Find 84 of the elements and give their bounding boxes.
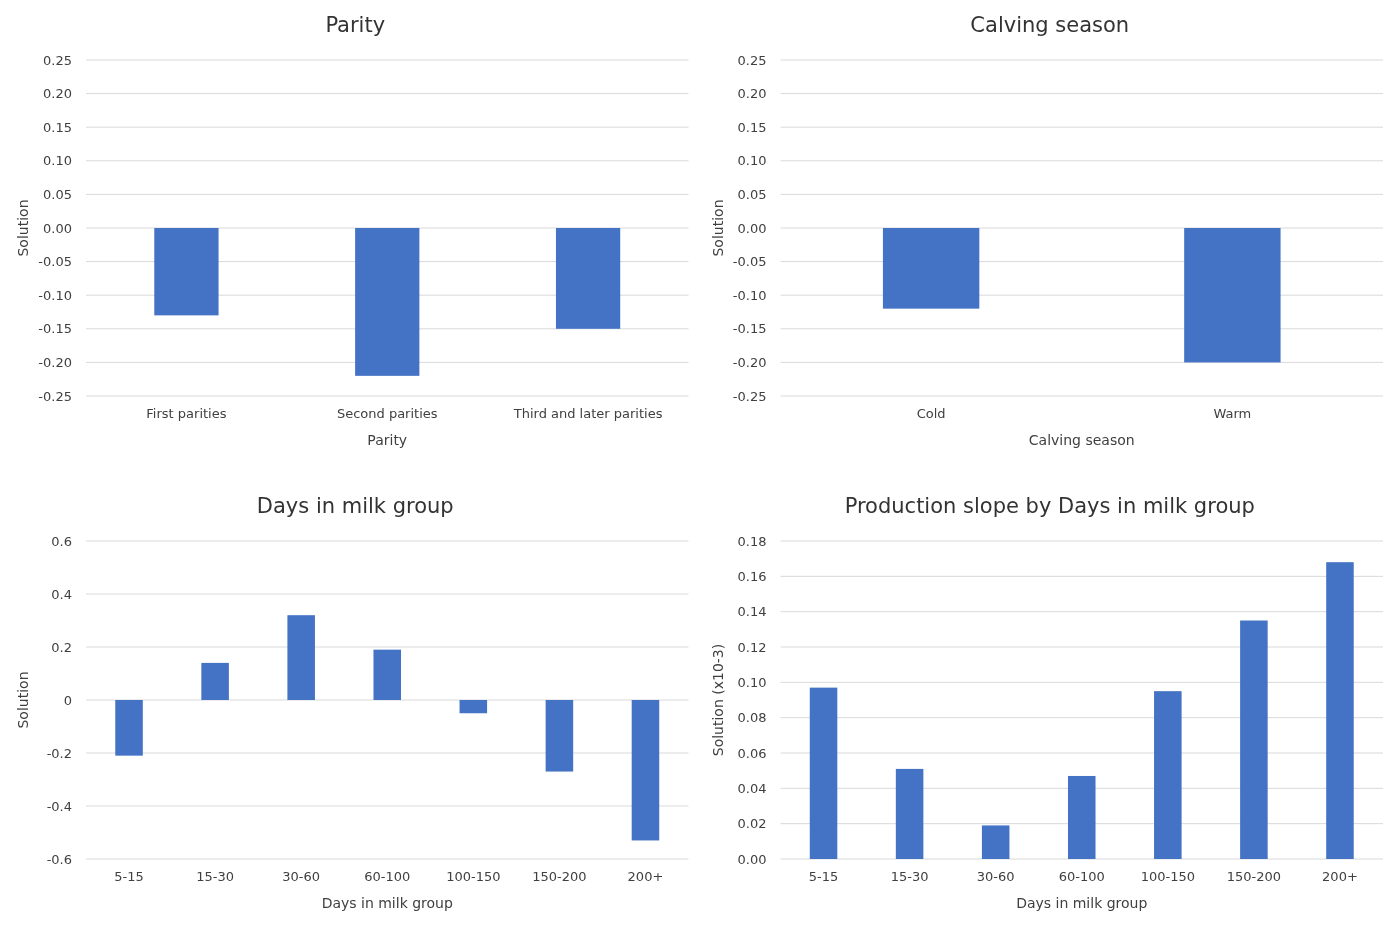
y-tick-label: 0.15: [43, 119, 72, 135]
y-tick-label: 0.6: [51, 533, 72, 549]
y-tick-label: -0.25: [38, 388, 72, 404]
x-tick-label: 60-100: [364, 869, 411, 884]
bar: [981, 825, 1010, 859]
y-tick-label: -0.05: [732, 254, 767, 270]
y-tick-label: 0.18: [737, 533, 767, 549]
y-tick-label: 0.25: [43, 52, 72, 68]
chart-title: Calving season: [970, 13, 1130, 37]
y-tick-label: 0: [63, 692, 72, 708]
x-tick-label: 15-30: [890, 869, 929, 884]
bar: [1067, 775, 1096, 859]
bar: [201, 662, 229, 700]
x-tick-label: 150-200: [532, 869, 587, 884]
x-tick-label: Cold: [916, 406, 946, 421]
y-tick-label: -0.20: [732, 354, 767, 370]
y-tick-label: 0.15: [737, 119, 767, 135]
chart-title: Production slope by Days in milk group: [844, 494, 1255, 518]
y-tick-label: 0.20: [737, 86, 767, 102]
y-tick-label: 0.10: [737, 153, 767, 169]
chart-title: Days in milk group: [256, 494, 454, 518]
chart-title: Parity: [325, 13, 386, 37]
y-tick-label: 0.00: [737, 851, 767, 867]
y-tick-label: 0.25: [737, 52, 767, 68]
bar: [545, 700, 574, 772]
y-tick-label: 0.12: [737, 639, 767, 655]
y-tick-label: -0.20: [38, 354, 72, 370]
y-tick-label: 0.08: [737, 710, 767, 726]
y-tick-label: 0.20: [43, 86, 72, 102]
bar: [287, 615, 315, 700]
y-axis-title: Solution: [709, 199, 726, 257]
y-tick-label: 0.10: [43, 153, 72, 169]
bar: [1240, 620, 1268, 859]
x-tick-label: 5-15: [808, 869, 839, 884]
y-tick-label: 0.02: [737, 816, 767, 832]
x-tick-label: 200+: [627, 869, 664, 884]
y-tick-label: -0.15: [732, 321, 767, 337]
y-tick-label: 0.14: [737, 604, 767, 620]
bar: [809, 687, 838, 859]
y-tick-label: 0.00: [43, 220, 72, 236]
y-axis-title: Solution (x10-3): [709, 643, 726, 757]
x-tick-label: Warm: [1213, 406, 1252, 421]
y-tick-label: -0.4: [46, 798, 72, 814]
y-tick-label: -0.25: [732, 388, 767, 404]
y-tick-label: -0.6: [46, 851, 72, 867]
y-tick-label: -0.10: [38, 287, 72, 303]
y-tick-label: 0.05: [43, 186, 72, 202]
x-tick-label: 15-30: [196, 869, 234, 884]
x-axis-title: Calving season: [1028, 432, 1135, 448]
y-tick-label: 0.4: [51, 586, 72, 602]
y-tick-label: 0.04: [737, 780, 767, 796]
y-tick-label: 0.06: [737, 745, 767, 761]
x-tick-label: 200+: [1322, 869, 1358, 884]
x-tick-label: Third and later parities: [512, 406, 663, 421]
x-tick-label: Second parities: [336, 406, 438, 421]
y-axis-title: Solution: [15, 199, 31, 257]
y-tick-label: 0.00: [737, 220, 767, 236]
x-axis-title: Days in milk group: [1016, 895, 1148, 911]
x-tick-label: 150-200: [1226, 869, 1282, 884]
x-tick-label: First parities: [146, 406, 227, 421]
x-tick-label: 100-150: [1140, 869, 1195, 884]
x-tick-label: 60-100: [1058, 869, 1105, 884]
y-axis-title: Solution: [15, 671, 31, 729]
x-tick-label: 30-60: [976, 869, 1015, 884]
x-axis-title: Days in milk group: [321, 895, 453, 911]
bar: [895, 768, 924, 859]
y-tick-label: 0.16: [737, 568, 767, 584]
bar: [631, 700, 660, 841]
y-tick-label: -0.15: [38, 321, 72, 337]
bar: [373, 649, 402, 700]
x-tick-label: 100-150: [446, 869, 501, 884]
x-tick-label: 5-15: [114, 869, 144, 884]
y-tick-label: 0.05: [737, 186, 767, 202]
bar: [1154, 691, 1182, 859]
x-axis-title: Parity: [367, 432, 408, 448]
y-tick-label: 0.2: [51, 639, 72, 655]
bar: [459, 700, 488, 714]
y-tick-label: -0.10: [732, 287, 767, 303]
y-tick-label: 0.10: [737, 674, 767, 690]
bar: [1326, 562, 1354, 859]
x-tick-label: 30-60: [282, 869, 321, 884]
y-tick-label: -0.2: [46, 745, 72, 761]
y-tick-label: -0.05: [38, 254, 72, 270]
bar: [115, 700, 143, 756]
